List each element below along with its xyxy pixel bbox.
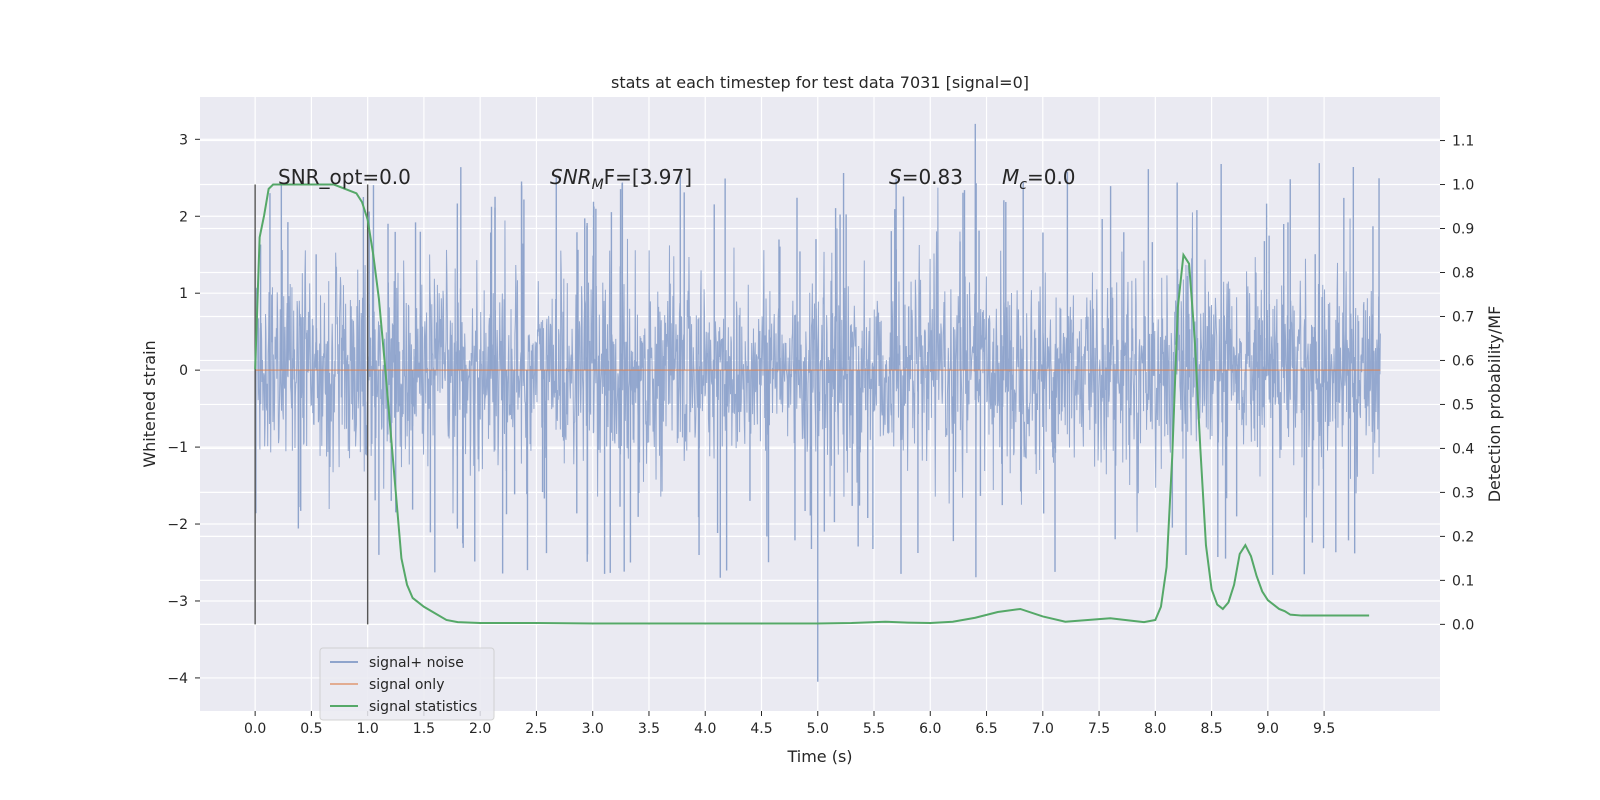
annotation-snr-mf-value: F=[3.97] [604, 165, 692, 189]
annotation-mc-main: M [1002, 165, 1019, 189]
annotation-mc-sub: c [1019, 177, 1027, 193]
y2-tick-label: 0.1 [1452, 573, 1474, 589]
y-tick-labels: 3 2 1 0 −1 −2 −3 −4 [167, 132, 200, 687]
y-tick-label: 0 [179, 363, 188, 379]
x-tick-label: 2.0 [469, 721, 491, 737]
x-tick-label: 4.5 [750, 721, 772, 737]
legend-box [319, 647, 495, 721]
y2-tick-label: 0.6 [1452, 353, 1474, 369]
y2-tick-labels: 1.1 1.0 0.9 0.8 0.7 0.6 0.5 0.4 0.3 0.2 0.1 0.0 [1440, 134, 1474, 633]
y2-axis-label: Detection probability/MF [1485, 306, 1504, 503]
noise-series [254, 123, 1381, 682]
x-tick-label: 8.0 [1144, 721, 1166, 737]
annotation-s-main: S [889, 165, 902, 189]
y-axis-label: Whitened strain [140, 340, 159, 467]
y-tick-label: −3 [167, 594, 188, 610]
y2-tick-label: 0.2 [1452, 529, 1474, 545]
legend: signal+ noise signal only signal statist… [319, 647, 495, 721]
x-tick-label: 4.0 [694, 721, 716, 737]
y-tick-label: 1 [179, 286, 188, 302]
x-tick-label: 1.0 [357, 721, 379, 737]
y-tick-label: 2 [179, 209, 188, 225]
y2-tick-label: 0.9 [1452, 222, 1474, 238]
y2-tick-label: 0.3 [1452, 485, 1474, 501]
annotation-snr-mf-sub: M [592, 177, 604, 193]
line-layer [254, 183, 1381, 625]
annotation-s: S=0.83 [889, 165, 963, 189]
x-tick-label: 1.5 [413, 721, 435, 737]
legend-label-signal: signal only [369, 677, 444, 693]
x-tick-label: 6.0 [919, 721, 941, 737]
x-tick-label: 8.5 [1200, 721, 1222, 737]
y2-tick-label: 0.4 [1452, 441, 1474, 457]
y2-tick-label: 0.0 [1452, 617, 1474, 633]
signal-statistics-line [254, 183, 1370, 625]
x-tick-label: 7.5 [1088, 721, 1110, 737]
legend-label-stats: signal statistics [369, 699, 477, 715]
annotation-snr-mf: SNRMF=[3.97] [550, 165, 692, 193]
y2-tick-label: 0.8 [1452, 265, 1474, 281]
annotation-snr-opt: SNR_opt=0.0 [278, 165, 411, 189]
x-tick-label: 9.5 [1313, 721, 1335, 737]
y2-tick-label: 0.5 [1452, 397, 1474, 413]
x-tick-label: 9.0 [1257, 721, 1279, 737]
annotation-s-value: =0.83 [902, 165, 963, 189]
x-tick-label: 0.5 [300, 721, 322, 737]
y2-tick-label: 1.1 [1452, 134, 1474, 150]
legend-label-noise: signal+ noise [369, 655, 464, 671]
y-tick-label: 3 [179, 132, 188, 148]
annotation-snr-mf-main: SNR [550, 165, 592, 189]
x-tick-label: 5.5 [863, 721, 885, 737]
annotation-mc-value: =0.0 [1027, 165, 1076, 189]
y2-tick-label: 1.0 [1452, 178, 1474, 194]
x-tick-label: 6.5 [975, 721, 997, 737]
chart-title: stats at each timestep for test data 703… [611, 73, 1029, 92]
annotation-mc: Mc=0.0 [1002, 165, 1076, 193]
x-tick-label: 2.5 [525, 721, 547, 737]
x-tick-label: 3.0 [582, 721, 604, 737]
x-tick-label: 7.0 [1032, 721, 1054, 737]
y-tick-label: −2 [167, 517, 188, 533]
x-tick-label: 0.0 [244, 721, 266, 737]
y2-tick-label: 0.7 [1452, 309, 1474, 325]
x-tick-labels: 0.0 0.5 1.0 1.5 2.0 2.5 3.0 3.5 4.0 4.5 5.0 5.5 6.0 6… [244, 711, 1335, 737]
y-tick-label: −4 [167, 671, 188, 687]
x-tick-label: 5.0 [807, 721, 829, 737]
x-tick-label: 3.5 [638, 721, 660, 737]
x-axis-label: Time (s) [786, 747, 852, 766]
y-tick-label: −1 [167, 440, 188, 456]
